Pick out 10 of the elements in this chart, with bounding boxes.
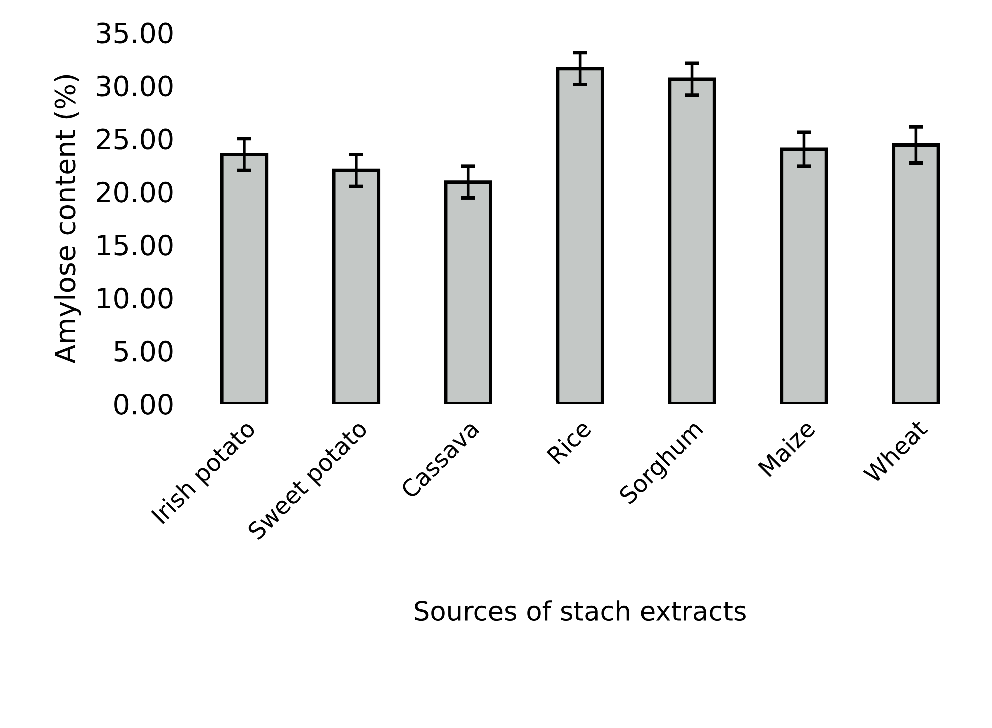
y-tick-label: 10.00 xyxy=(98,288,173,309)
y-tick-label: 15.00 xyxy=(98,234,173,256)
x-axis-title: Sources of stach extracts xyxy=(415,600,746,622)
y-tick-label: 0.00 xyxy=(114,394,173,415)
y-tick-label: 5.00 xyxy=(114,340,173,362)
y-tick-label: 35.00 xyxy=(97,22,173,44)
y-tick-label: 20.00 xyxy=(97,182,173,203)
y-tick-label: 30.00 xyxy=(97,76,173,97)
y-tick-label: 25.00 xyxy=(97,128,173,150)
y-axis-title: Amylose content (%) xyxy=(54,75,82,364)
